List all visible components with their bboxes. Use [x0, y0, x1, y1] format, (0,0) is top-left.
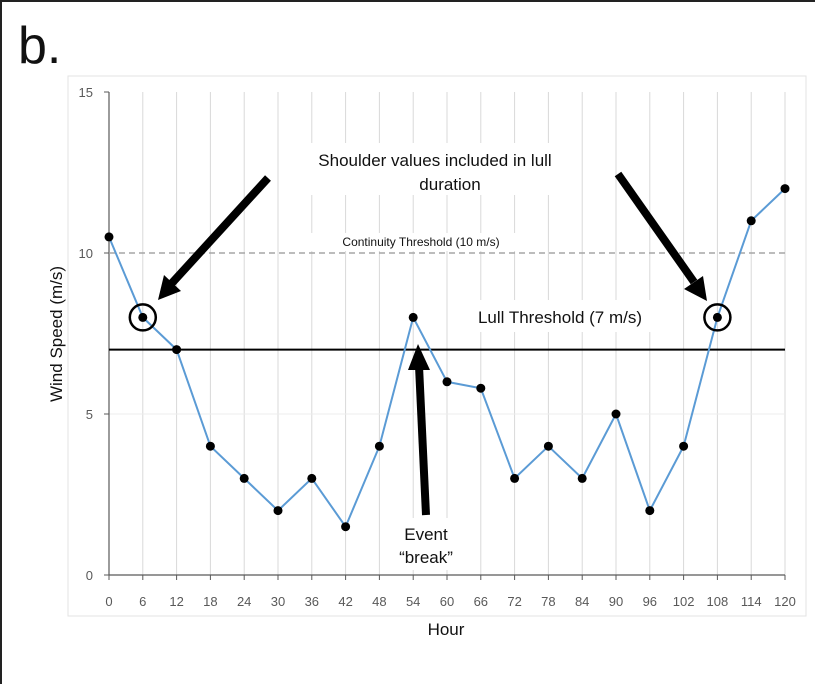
x-tick-label: 30 [271, 594, 285, 609]
data-point [239, 473, 249, 483]
data-point [645, 506, 655, 516]
lull-label-bg [455, 300, 670, 332]
data-point [476, 383, 486, 393]
data-point [104, 232, 114, 242]
annotations: Shoulder values included in lull duratio… [158, 143, 707, 570]
event-annotation-line2: “break” [399, 548, 453, 567]
axis-layer: 0 6 12 18 24 30 36 42 48 54 60 66 72 78 84 90 96 102 108 11… [79, 85, 796, 609]
data-point [273, 506, 283, 516]
data-point [510, 473, 520, 483]
arrow-up-shaft [415, 365, 430, 516]
lull-threshold-label: Lull Threshold (7 m/s) [478, 308, 642, 327]
x-tick-label: 42 [338, 594, 352, 609]
x-tick-label: 66 [474, 594, 488, 609]
x-tick-label: 108 [707, 594, 729, 609]
data-point [712, 312, 722, 322]
x-tick-label: 54 [406, 594, 420, 609]
shoulder-circle [703, 303, 732, 332]
arrow-left-head [158, 275, 181, 300]
x-tick-label: 18 [203, 594, 217, 609]
x-tick-label: 60 [440, 594, 454, 609]
x-tick-label: 102 [673, 594, 695, 609]
data-point [543, 441, 553, 451]
x-tick-label: 0 [105, 594, 112, 609]
data-point [341, 522, 351, 532]
x-tick-label: 120 [774, 594, 796, 609]
shoulder-text-bg [300, 143, 560, 195]
x-tick-label: 96 [643, 594, 657, 609]
data-point [307, 473, 317, 483]
continuity-threshold-label: Continuity Threshold (10 m/s) [342, 235, 499, 249]
x-tick-label: 84 [575, 594, 589, 609]
y-axis-title: Wind Speed (m/s) [47, 266, 66, 402]
shoulder-annotation-line1: Shoulder values included in lull [318, 151, 551, 170]
grid-layer [109, 92, 786, 575]
data-point [408, 312, 418, 322]
x-tick-label: 72 [507, 594, 521, 609]
x-tick-label: 78 [541, 594, 555, 609]
x-axis-title: Hour [428, 620, 465, 639]
arrow-up-head [408, 344, 430, 370]
arrow-left-shaft [169, 175, 271, 286]
data-point [172, 345, 182, 355]
x-tick-label: 6 [139, 594, 146, 609]
series-layer [104, 184, 790, 532]
y-tick-label: 5 [86, 407, 93, 422]
y-tick-label: 0 [86, 568, 93, 583]
data-point [442, 377, 452, 387]
arrow-right-head [684, 276, 707, 301]
shoulder-annotation-line2: duration [419, 175, 480, 194]
y-tick-label: 10 [79, 246, 93, 261]
data-point [577, 473, 587, 483]
event-annotation-line1: Event [404, 525, 448, 544]
continuity-label-bg [300, 233, 544, 251]
event-text-bg [385, 518, 467, 570]
x-tick-label: 90 [609, 594, 623, 609]
x-tick-label: 48 [372, 594, 386, 609]
data-point [138, 312, 148, 322]
data-point [746, 216, 756, 226]
x-tick-label: 24 [237, 594, 251, 609]
x-tick-label: 12 [169, 594, 183, 609]
data-point [611, 409, 621, 419]
data-point [679, 441, 689, 451]
data-point [205, 441, 215, 451]
arrow-right-shaft [614, 171, 698, 285]
data-point [374, 441, 384, 451]
shoulder-circle [128, 303, 158, 332]
y-tick-label: 15 [79, 85, 93, 100]
data-point [780, 184, 790, 194]
x-tick-label: 36 [305, 594, 319, 609]
panel-label: b. [18, 17, 62, 75]
x-tick-label: 114 [741, 594, 762, 609]
